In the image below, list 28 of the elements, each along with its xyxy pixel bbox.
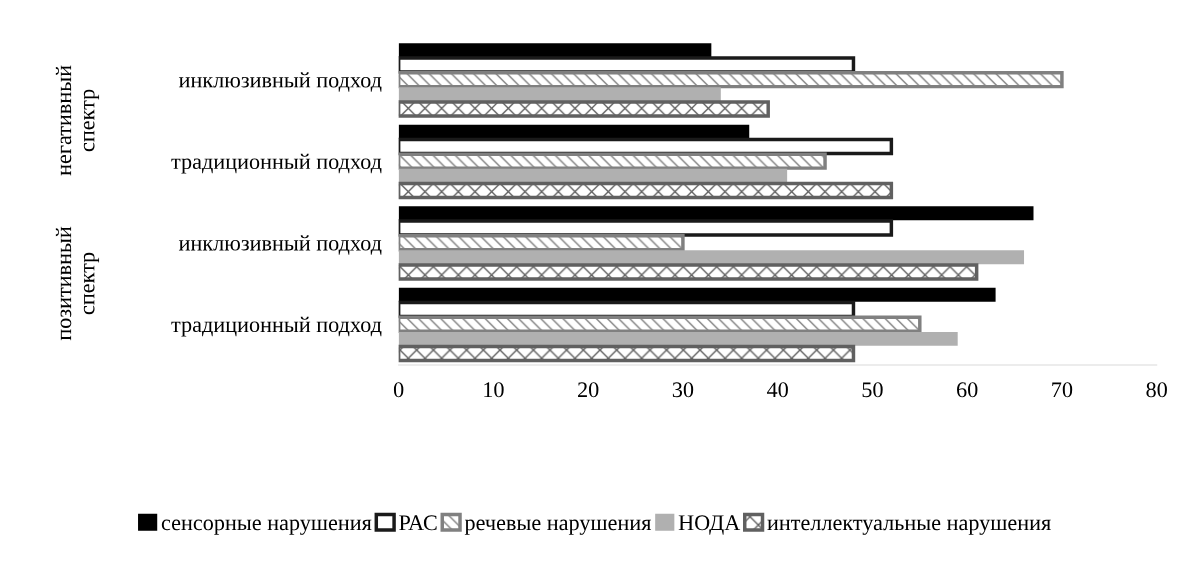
x-tick-label: 80	[1146, 382, 1167, 398]
bar	[398, 250, 1025, 265]
text: позитивный спектр	[55, 226, 100, 341]
x-tick-label: 50	[862, 382, 883, 398]
bar	[398, 124, 750, 139]
x-tick-label: 30	[672, 382, 694, 398]
x-tick-label: 20	[578, 382, 599, 398]
legend-label: речевые нарушения	[464, 519, 652, 535]
legend-label: сенсорные нарушения	[161, 519, 372, 535]
legend-label: интеллектуальные нарушения	[767, 519, 1051, 535]
x-tick-label: 60	[957, 382, 978, 398]
y-tick-label: традиционный подход	[171, 153, 382, 174]
x-tick-label: 40	[766, 382, 788, 398]
text: негативный спектр	[55, 65, 100, 176]
bar	[398, 287, 996, 302]
x-tick-label: 70	[1052, 382, 1073, 398]
y-tick-label: инклюзивный подход	[178, 235, 382, 255]
bar	[398, 87, 721, 102]
x-tick-label: 10	[484, 382, 504, 398]
x-tick-label: 0	[393, 382, 404, 398]
legend-label: РАС	[399, 515, 437, 531]
bar	[398, 331, 958, 346]
y-tick-label: инклюзивный подход	[178, 72, 382, 92]
bar	[398, 206, 1034, 221]
bar	[398, 43, 712, 58]
bar	[398, 168, 788, 183]
y-tick-label: традиционный подход	[171, 316, 382, 337]
legend-label: НОДА	[678, 515, 741, 535]
